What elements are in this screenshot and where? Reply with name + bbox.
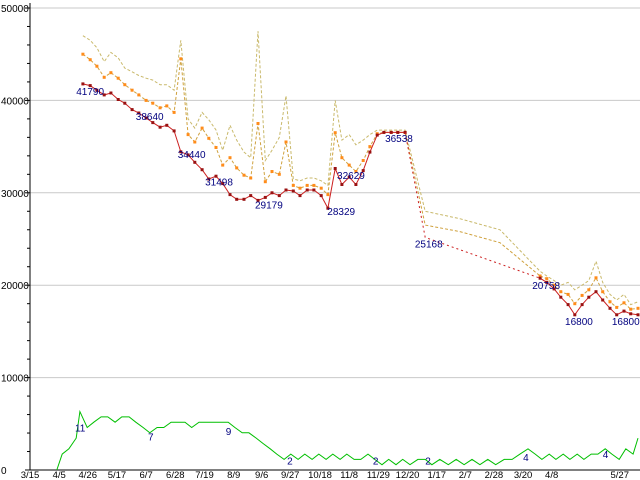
svg-text:11/8: 11/8 xyxy=(340,470,358,480)
svg-text:4/26: 4/26 xyxy=(79,470,98,480)
svg-text:12/20: 12/20 xyxy=(396,470,420,480)
svg-text:36538: 36538 xyxy=(385,134,413,145)
svg-text:3/20: 3/20 xyxy=(514,470,533,480)
svg-text:7: 7 xyxy=(148,433,154,444)
svg-text:1/17: 1/17 xyxy=(428,470,447,480)
svg-text:5/17: 5/17 xyxy=(108,470,127,480)
svg-text:4: 4 xyxy=(603,450,609,461)
svg-text:2/28: 2/28 xyxy=(485,470,504,480)
svg-text:28329: 28329 xyxy=(327,207,355,218)
svg-text:34440: 34440 xyxy=(178,150,206,161)
svg-text:2/7: 2/7 xyxy=(459,470,472,480)
svg-text:38640: 38640 xyxy=(136,112,164,123)
svg-text:2: 2 xyxy=(425,457,431,468)
svg-text:9: 9 xyxy=(226,427,232,438)
svg-text:11: 11 xyxy=(75,423,86,434)
svg-text:30000: 30000 xyxy=(1,189,29,200)
svg-text:8/9: 8/9 xyxy=(227,470,240,480)
svg-text:6/7: 6/7 xyxy=(140,470,153,480)
svg-text:0: 0 xyxy=(1,466,7,477)
svg-text:9/6: 9/6 xyxy=(255,470,268,480)
svg-text:40000: 40000 xyxy=(1,96,29,107)
svg-text:50000: 50000 xyxy=(1,4,29,15)
svg-text:31498: 31498 xyxy=(205,178,233,189)
svg-text:4/5: 4/5 xyxy=(53,470,66,480)
svg-text:25168: 25168 xyxy=(415,240,443,251)
svg-text:6/28: 6/28 xyxy=(166,470,185,480)
svg-text:16800: 16800 xyxy=(565,317,593,328)
svg-text:4/8: 4/8 xyxy=(545,470,558,480)
svg-text:10/18: 10/18 xyxy=(308,470,332,480)
svg-text:9/27: 9/27 xyxy=(281,470,300,480)
svg-text:4: 4 xyxy=(523,453,529,464)
svg-text:2: 2 xyxy=(287,457,293,468)
svg-text:29179: 29179 xyxy=(255,201,283,212)
svg-text:7/19: 7/19 xyxy=(195,470,214,480)
svg-text:5/27: 5/27 xyxy=(611,470,630,480)
svg-text:16800: 16800 xyxy=(612,317,640,328)
svg-text:41790: 41790 xyxy=(76,87,104,98)
svg-text:20758: 20758 xyxy=(532,281,560,292)
svg-text:10000: 10000 xyxy=(1,374,29,385)
svg-text:32629: 32629 xyxy=(337,171,365,182)
svg-text:11/29: 11/29 xyxy=(367,470,390,480)
svg-text:2: 2 xyxy=(373,457,379,468)
svg-text:20000: 20000 xyxy=(1,281,29,292)
svg-text:3/15: 3/15 xyxy=(21,470,40,480)
